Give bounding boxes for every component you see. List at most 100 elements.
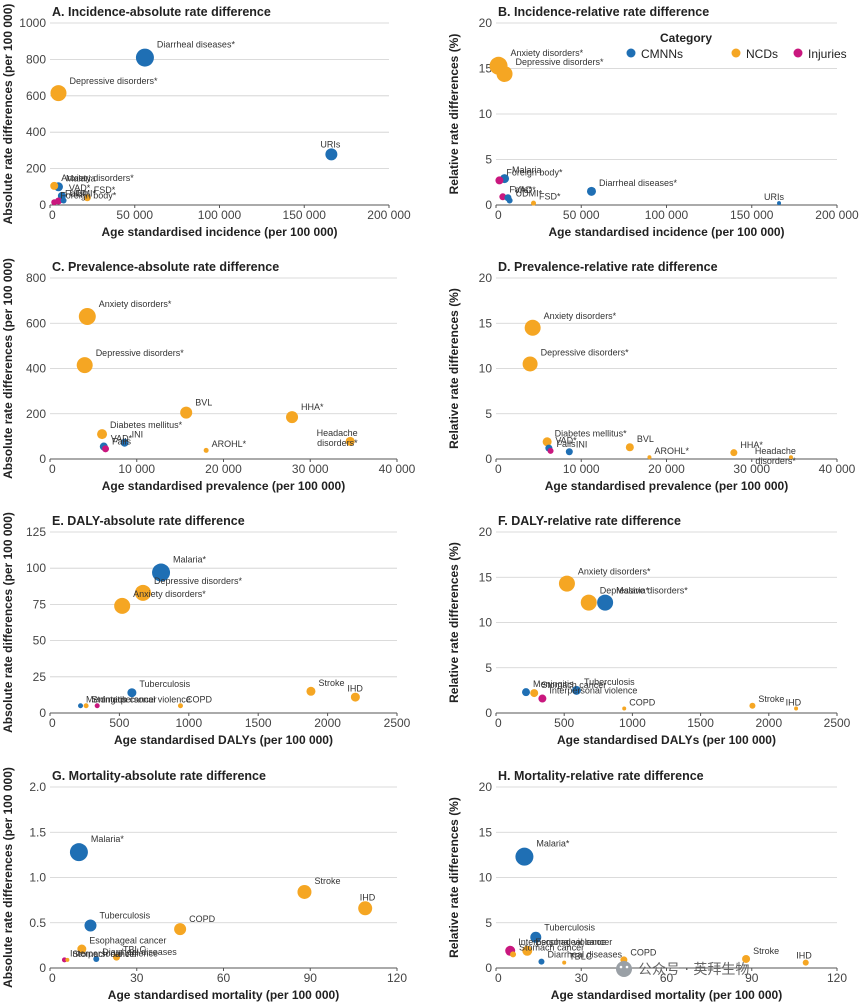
point-label-line: Interpersonal violence: [70, 948, 158, 958]
point-label: Falls*: [509, 184, 532, 194]
point-label: Headache disorders*: [755, 446, 797, 466]
x-tick-label: 10 000: [118, 462, 155, 476]
data-point: [515, 847, 534, 866]
point-label: BVL: [637, 434, 654, 444]
x-tick-label: 150 000: [283, 208, 327, 222]
point-label-line: Depressive disorders*: [69, 76, 158, 86]
y-tick-label: 0: [39, 706, 46, 720]
point-label: TBLC: [569, 952, 593, 962]
point-label-line: Interpersonal violence: [103, 694, 191, 704]
data-point: [524, 319, 541, 336]
point-label-line: Anxiety disorders*: [99, 299, 172, 309]
point-label-line: Depressive disorders*: [516, 57, 605, 67]
point-label-line: Tuberculosis: [139, 679, 190, 689]
point-label-line: COPD: [629, 697, 656, 707]
point-label: Anxiety disorders*: [511, 48, 584, 58]
x-tick-label: 1500: [687, 716, 714, 730]
y-tick-label: 10: [479, 871, 493, 885]
panel-title: C. Prevalence-absolute rate difference: [52, 260, 279, 274]
data-point: [506, 197, 513, 204]
point-label: Stomach cancer: [519, 942, 584, 952]
y-axis-label: Relative rate differences (%): [447, 288, 461, 449]
point-label-line: disorders*: [317, 438, 358, 448]
point-label-line: Anxiety disorders*: [578, 567, 651, 577]
point-label: Interpersonal violence: [549, 686, 637, 696]
y-tick-label: 600: [26, 316, 46, 330]
data-point: [65, 957, 70, 962]
point-label-line: Falls: [112, 436, 132, 446]
point-label: IHD: [786, 697, 802, 707]
point-label: Diarrheal diseases: [102, 947, 177, 957]
data-point: [50, 85, 67, 102]
point-label-line: Tuberculosis: [99, 910, 150, 920]
x-tick-label: 40 000: [819, 462, 856, 476]
x-tick-label: 90: [745, 971, 759, 985]
data-point: [538, 694, 547, 703]
point-label: IHD: [347, 684, 363, 694]
data-point: [325, 148, 338, 161]
point-label-line: Stroke: [758, 694, 784, 704]
wechat-icon: [616, 961, 632, 977]
point-label: IHD: [360, 892, 376, 902]
point-label-line: COPD: [630, 947, 657, 957]
point-label-line: Tuberculosis: [584, 677, 635, 687]
point-label-line: Esophageal cancer: [89, 935, 166, 945]
y-tick-label: 20: [479, 271, 493, 285]
x-tick-label: 30 000: [292, 462, 329, 476]
panel-title: E. DALY-absolute rate difference: [52, 514, 245, 528]
y-tick-label: 20: [479, 780, 493, 794]
watermark-text: 公众号 · 英拜生物: [638, 961, 749, 978]
y-tick-label: 10: [479, 362, 493, 376]
data-point: [286, 411, 299, 424]
point-label: HHA*: [301, 402, 324, 412]
point-label: Malaria*: [536, 839, 570, 849]
data-point: [78, 307, 96, 325]
data-point: [180, 406, 193, 419]
point-label-line: Headache: [317, 428, 358, 438]
x-axis-label: Age standardised DALYs (per 100 000): [557, 733, 776, 747]
data-point: [134, 584, 151, 601]
y-tick-label: 0: [485, 198, 492, 212]
point-label: Falls: [557, 439, 577, 449]
y-tick-label: 0: [39, 198, 46, 212]
y-tick-label: 0: [485, 961, 492, 975]
point-label-line: Stomach cancer: [541, 680, 606, 690]
y-tick-label: 0: [39, 452, 46, 466]
point-label: Tuberculosis: [99, 910, 150, 920]
point-label: Stroke: [314, 876, 340, 886]
legend-label-injuries: Injuries: [808, 47, 847, 61]
data-point: [580, 594, 597, 611]
data-point: [78, 703, 84, 709]
point-label: URIs: [320, 139, 340, 149]
point-label: Interpersonal violence: [518, 937, 606, 947]
point-label-line: Anxiety disorders*: [544, 311, 617, 321]
point-label-line: Diarrheal diseases: [102, 947, 177, 957]
data-point: [93, 955, 100, 962]
y-tick-label: 10: [479, 616, 493, 630]
x-tick-label: 200 000: [367, 208, 411, 222]
data-point: [749, 702, 756, 709]
y-tick-label: 125: [26, 525, 46, 539]
point-label-line: IHD: [347, 684, 363, 694]
y-tick-label: 400: [26, 125, 46, 139]
wechat-icon-eye-right: [625, 965, 629, 969]
point-label: Falls: [112, 436, 132, 446]
x-axis-label: Age standardised prevalence (per 100 000…: [545, 479, 788, 493]
point-label: FSD*: [94, 185, 116, 195]
point-label-line: Anxiety disorders*: [133, 589, 206, 599]
x-tick-label: 100 000: [645, 208, 689, 222]
x-tick-label: 500: [109, 716, 129, 730]
y-tick-label: 5: [485, 153, 492, 167]
point-label-line: Depressive disorders*: [541, 347, 630, 357]
y-axis-label: Absolute rate differences (per 100 000): [1, 4, 15, 225]
point-label-line: Anxiety disorders*: [61, 173, 134, 183]
legend-label-cmnns: CMNNs: [641, 47, 683, 61]
point-label: Diabetes mellitus*: [110, 420, 183, 430]
y-tick-label: 5: [485, 661, 492, 675]
x-tick-label: 50 000: [116, 208, 153, 222]
y-tick-label: 100: [26, 561, 46, 575]
data-point: [306, 686, 316, 696]
point-label: Stroke: [318, 678, 344, 688]
y-axis-label: Relative rate differences (%): [447, 34, 461, 195]
panel-8: H. Mortality-relative rate difference 0 5 1…: [447, 769, 847, 1002]
